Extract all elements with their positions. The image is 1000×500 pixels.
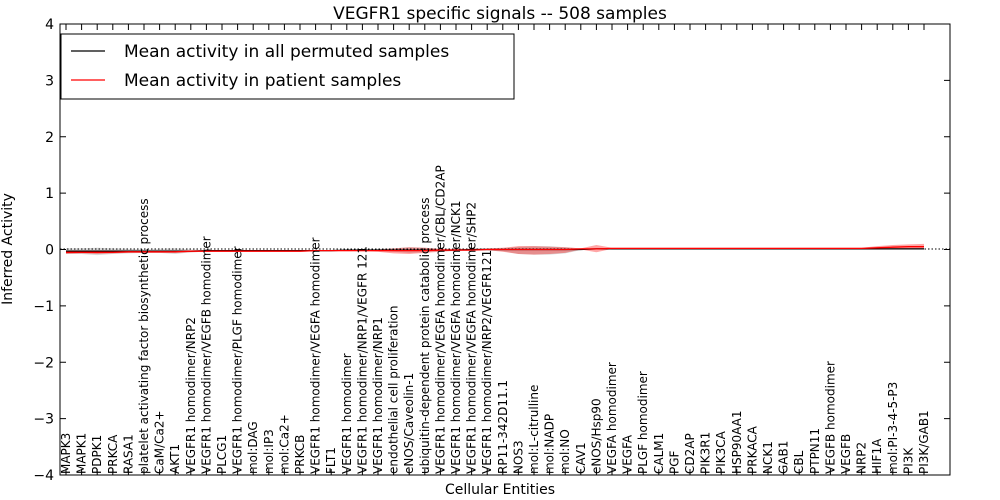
x-category-label: PIK3CA bbox=[714, 430, 728, 474]
legend-box bbox=[60, 33, 515, 100]
x-category-label: endothelial cell proliferation bbox=[387, 306, 401, 474]
y-axis-label: Inferred Activity bbox=[0, 193, 16, 305]
y-tick-label: −1 bbox=[33, 299, 54, 315]
x-category-label: PLGF homodimer bbox=[636, 371, 650, 474]
x-category-label: VEGFA bbox=[621, 434, 635, 474]
x-category-label: mol:PI-3-4-5-P3 bbox=[886, 382, 900, 474]
series-line-1 bbox=[66, 246, 924, 253]
x-category-label: HIF1A bbox=[870, 438, 884, 474]
y-tick-label: −2 bbox=[33, 355, 54, 371]
x-category-label: PRKCA bbox=[106, 434, 120, 474]
x-category-label: mol:DAG bbox=[246, 421, 260, 474]
x-category-label: VEGFR1 homodimer/NRP2/VEGFR121 bbox=[480, 250, 494, 474]
x-category-label: PGF bbox=[667, 450, 681, 474]
x-category-label: VEGFR1 homodimer/NRP2 bbox=[184, 317, 198, 474]
x-category-label: CBL bbox=[792, 450, 806, 474]
chart-title: VEGFR1 specific signals -- 508 samples bbox=[333, 4, 667, 24]
x-category-label: NRP2 bbox=[855, 442, 869, 474]
y-tick-label: 3 bbox=[45, 73, 54, 89]
x-category-label: eNOS/Hsp90 bbox=[589, 398, 603, 474]
x-category-label: VEGFA homodimer bbox=[605, 362, 619, 474]
x-category-label: VEGFR1 homodimer/NRP1 bbox=[371, 317, 385, 474]
x-category-label: MAPK3 bbox=[59, 433, 73, 474]
x-category-label: PLCG1 bbox=[215, 435, 229, 474]
x-category-label: CALM1 bbox=[652, 433, 666, 474]
y-tick-label: 0 bbox=[45, 243, 54, 259]
legend-label-patient: Mean activity in patient samples bbox=[124, 71, 401, 91]
x-category-label: VEGFR1 homodimer bbox=[340, 353, 354, 474]
x-category-label: VEGFR1 homodimer/VEGFA homodimer/NCK1 bbox=[449, 200, 463, 474]
x-category-label: MAPK1 bbox=[75, 433, 89, 474]
y-tick-label: −4 bbox=[33, 468, 54, 484]
y-tick-label: 4 bbox=[45, 17, 54, 33]
x-category-label: PI3K/GAB1 bbox=[917, 410, 931, 474]
x-category-label: HSP90AA1 bbox=[730, 410, 744, 474]
x-category-label: RASA1 bbox=[121, 434, 135, 474]
x-category-label: CAV1 bbox=[574, 442, 588, 474]
legend: Mean activity in all permuted samples Me… bbox=[60, 33, 515, 100]
y-tick-label: −3 bbox=[33, 412, 54, 428]
x-category-label: VEGFR1 homodimer/NRP1/VEGFR 121 bbox=[355, 246, 369, 474]
x-category-label: VEGFR1 homodimer/VEGFA homodimer bbox=[309, 237, 323, 474]
x-category-label: NCK1 bbox=[761, 441, 775, 474]
x-category-label: mol:NADP bbox=[543, 414, 557, 474]
x-category-label: ubiquitin-dependent protein catabolic pr… bbox=[418, 198, 432, 474]
x-category-label: mol:NO bbox=[558, 429, 572, 474]
x-category-label: CaM/Ca2+ bbox=[153, 410, 167, 474]
x-category-label: mol:Ca2+ bbox=[277, 414, 291, 474]
x-category-label: CD2AP bbox=[683, 433, 697, 474]
x-category-label: eNOS/Caveolin-1 bbox=[402, 373, 416, 474]
x-category-label: PTPN11 bbox=[808, 428, 822, 474]
y-tick-label: 2 bbox=[45, 130, 54, 146]
x-category-label: FLT1 bbox=[324, 447, 338, 474]
x-category-label: VEGFR1 homodimer/VEGFB homodimer bbox=[199, 236, 213, 474]
y-tick-label: 1 bbox=[45, 186, 54, 202]
x-category-label: VEGFB bbox=[839, 434, 853, 474]
x-category-label: AKT1 bbox=[168, 444, 182, 474]
x-category-label: PRKACA bbox=[745, 425, 759, 474]
x-category-label: PIK3R1 bbox=[699, 432, 713, 474]
x-category-label: RP11-342D11.1 bbox=[496, 380, 510, 474]
x-axis-label: Cellular Entities bbox=[445, 482, 555, 498]
x-category-label: VEGFR1 homodimer/VEGFA homodimer/CBL/CD2… bbox=[433, 165, 447, 474]
x-category-label: VEGFB homodimer bbox=[823, 361, 837, 474]
x-category-label: GAB1 bbox=[777, 441, 791, 474]
x-category-label: platelet activating factor biosynthetic … bbox=[137, 198, 151, 474]
x-category-label: NOS3 bbox=[511, 440, 525, 474]
x-category-label: mol:IP3 bbox=[262, 429, 276, 474]
x-category-label: PI3K bbox=[901, 447, 915, 474]
x-category-label: VEGFR1 homodimer/PLGF homodimer bbox=[231, 246, 245, 474]
x-category-label: mol:L-citrulline bbox=[527, 385, 541, 474]
plot-area bbox=[59, 23, 951, 476]
series-band-0 bbox=[66, 246, 924, 256]
x-category-label: PDPK1 bbox=[90, 435, 104, 474]
x-category-label: VEGFR1 homodimer/VEGFA homodimer/SHP2 bbox=[465, 202, 479, 474]
legend-label-permuted: Mean activity in all permuted samples bbox=[124, 42, 449, 62]
x-category-label: PRKCB bbox=[293, 435, 307, 474]
